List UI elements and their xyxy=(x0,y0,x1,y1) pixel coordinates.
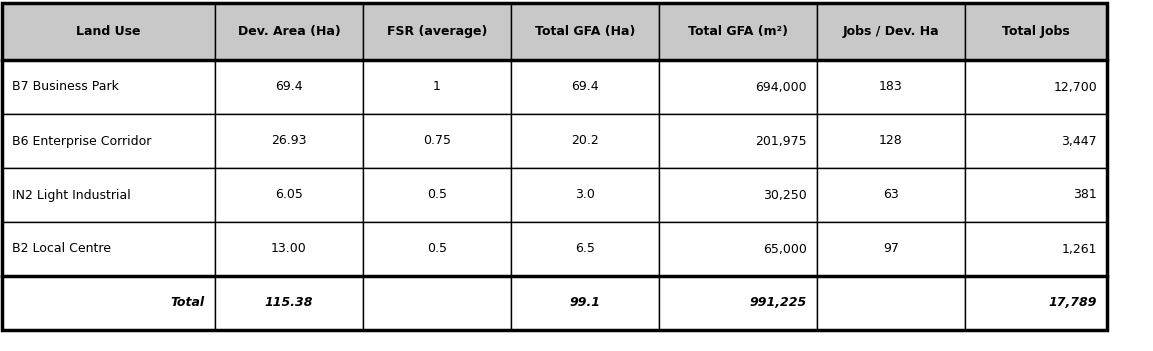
Text: 97: 97 xyxy=(883,243,899,256)
Bar xyxy=(660,114,817,168)
Bar xyxy=(214,60,363,114)
Bar xyxy=(965,60,1107,114)
Bar xyxy=(214,168,363,222)
Text: Total GFA (Ha): Total GFA (Ha) xyxy=(535,25,635,38)
Text: 99.1: 99.1 xyxy=(570,297,601,310)
Text: Total Jobs: Total Jobs xyxy=(1002,25,1070,38)
Bar xyxy=(817,222,965,276)
Bar xyxy=(214,3,363,60)
Text: 115.38: 115.38 xyxy=(265,297,314,310)
Text: 63: 63 xyxy=(883,188,899,201)
Text: 69.4: 69.4 xyxy=(571,80,598,93)
Text: B2 Local Centre: B2 Local Centre xyxy=(12,243,111,256)
Text: 1,261: 1,261 xyxy=(1062,243,1097,256)
Text: 128: 128 xyxy=(879,134,903,147)
Bar xyxy=(214,222,363,276)
Text: Total: Total xyxy=(171,297,205,310)
Bar xyxy=(363,222,511,276)
Bar xyxy=(660,222,817,276)
Bar xyxy=(511,3,660,60)
Bar xyxy=(817,168,965,222)
Text: B7 Business Park: B7 Business Park xyxy=(12,80,119,93)
Text: 183: 183 xyxy=(879,80,903,93)
Text: 17,789: 17,789 xyxy=(1048,297,1097,310)
Text: Dev. Area (Ha): Dev. Area (Ha) xyxy=(238,25,340,38)
Bar xyxy=(965,3,1107,60)
Bar xyxy=(817,3,965,60)
Text: 3.0: 3.0 xyxy=(575,188,595,201)
Bar xyxy=(511,114,660,168)
Text: 201,975: 201,975 xyxy=(755,134,807,147)
Text: Total GFA (m²): Total GFA (m²) xyxy=(688,25,787,38)
Text: 381: 381 xyxy=(1073,188,1097,201)
Bar xyxy=(363,114,511,168)
Bar xyxy=(965,276,1107,330)
Bar xyxy=(2,3,214,60)
Text: 3,447: 3,447 xyxy=(1062,134,1097,147)
Bar xyxy=(2,114,214,168)
Text: 0.75: 0.75 xyxy=(423,134,451,147)
Bar xyxy=(817,60,965,114)
Bar xyxy=(660,3,817,60)
Bar xyxy=(965,222,1107,276)
Text: 69.4: 69.4 xyxy=(276,80,303,93)
Text: 12,700: 12,700 xyxy=(1053,80,1097,93)
Text: 20.2: 20.2 xyxy=(571,134,598,147)
Text: 65,000: 65,000 xyxy=(763,243,807,256)
Bar xyxy=(511,60,660,114)
Bar xyxy=(2,168,214,222)
Bar xyxy=(660,276,817,330)
Text: 6.05: 6.05 xyxy=(276,188,303,201)
Bar xyxy=(511,168,660,222)
Bar xyxy=(965,114,1107,168)
Bar xyxy=(2,276,214,330)
Text: 6.5: 6.5 xyxy=(575,243,595,256)
Text: 0.5: 0.5 xyxy=(427,243,447,256)
Text: 991,225: 991,225 xyxy=(749,297,807,310)
Text: Land Use: Land Use xyxy=(76,25,141,38)
Bar xyxy=(511,276,660,330)
Bar xyxy=(511,222,660,276)
Text: IN2 Light Industrial: IN2 Light Industrial xyxy=(12,188,130,201)
Bar xyxy=(2,60,214,114)
Bar xyxy=(363,168,511,222)
Bar xyxy=(214,114,363,168)
Bar xyxy=(660,168,817,222)
Bar xyxy=(363,276,511,330)
Text: 0.5: 0.5 xyxy=(427,188,447,201)
Text: 1: 1 xyxy=(434,80,440,93)
Text: B6 Enterprise Corridor: B6 Enterprise Corridor xyxy=(12,134,151,147)
Bar xyxy=(363,60,511,114)
Text: 694,000: 694,000 xyxy=(755,80,807,93)
Text: FSR (average): FSR (average) xyxy=(386,25,488,38)
Bar xyxy=(2,222,214,276)
Bar xyxy=(660,60,817,114)
Text: 13.00: 13.00 xyxy=(271,243,307,256)
Text: 30,250: 30,250 xyxy=(763,188,807,201)
Bar xyxy=(817,276,965,330)
Bar xyxy=(363,3,511,60)
Text: Jobs / Dev. Ha: Jobs / Dev. Ha xyxy=(843,25,940,38)
Text: 26.93: 26.93 xyxy=(271,134,307,147)
Bar xyxy=(214,276,363,330)
Bar xyxy=(817,114,965,168)
Bar xyxy=(965,168,1107,222)
